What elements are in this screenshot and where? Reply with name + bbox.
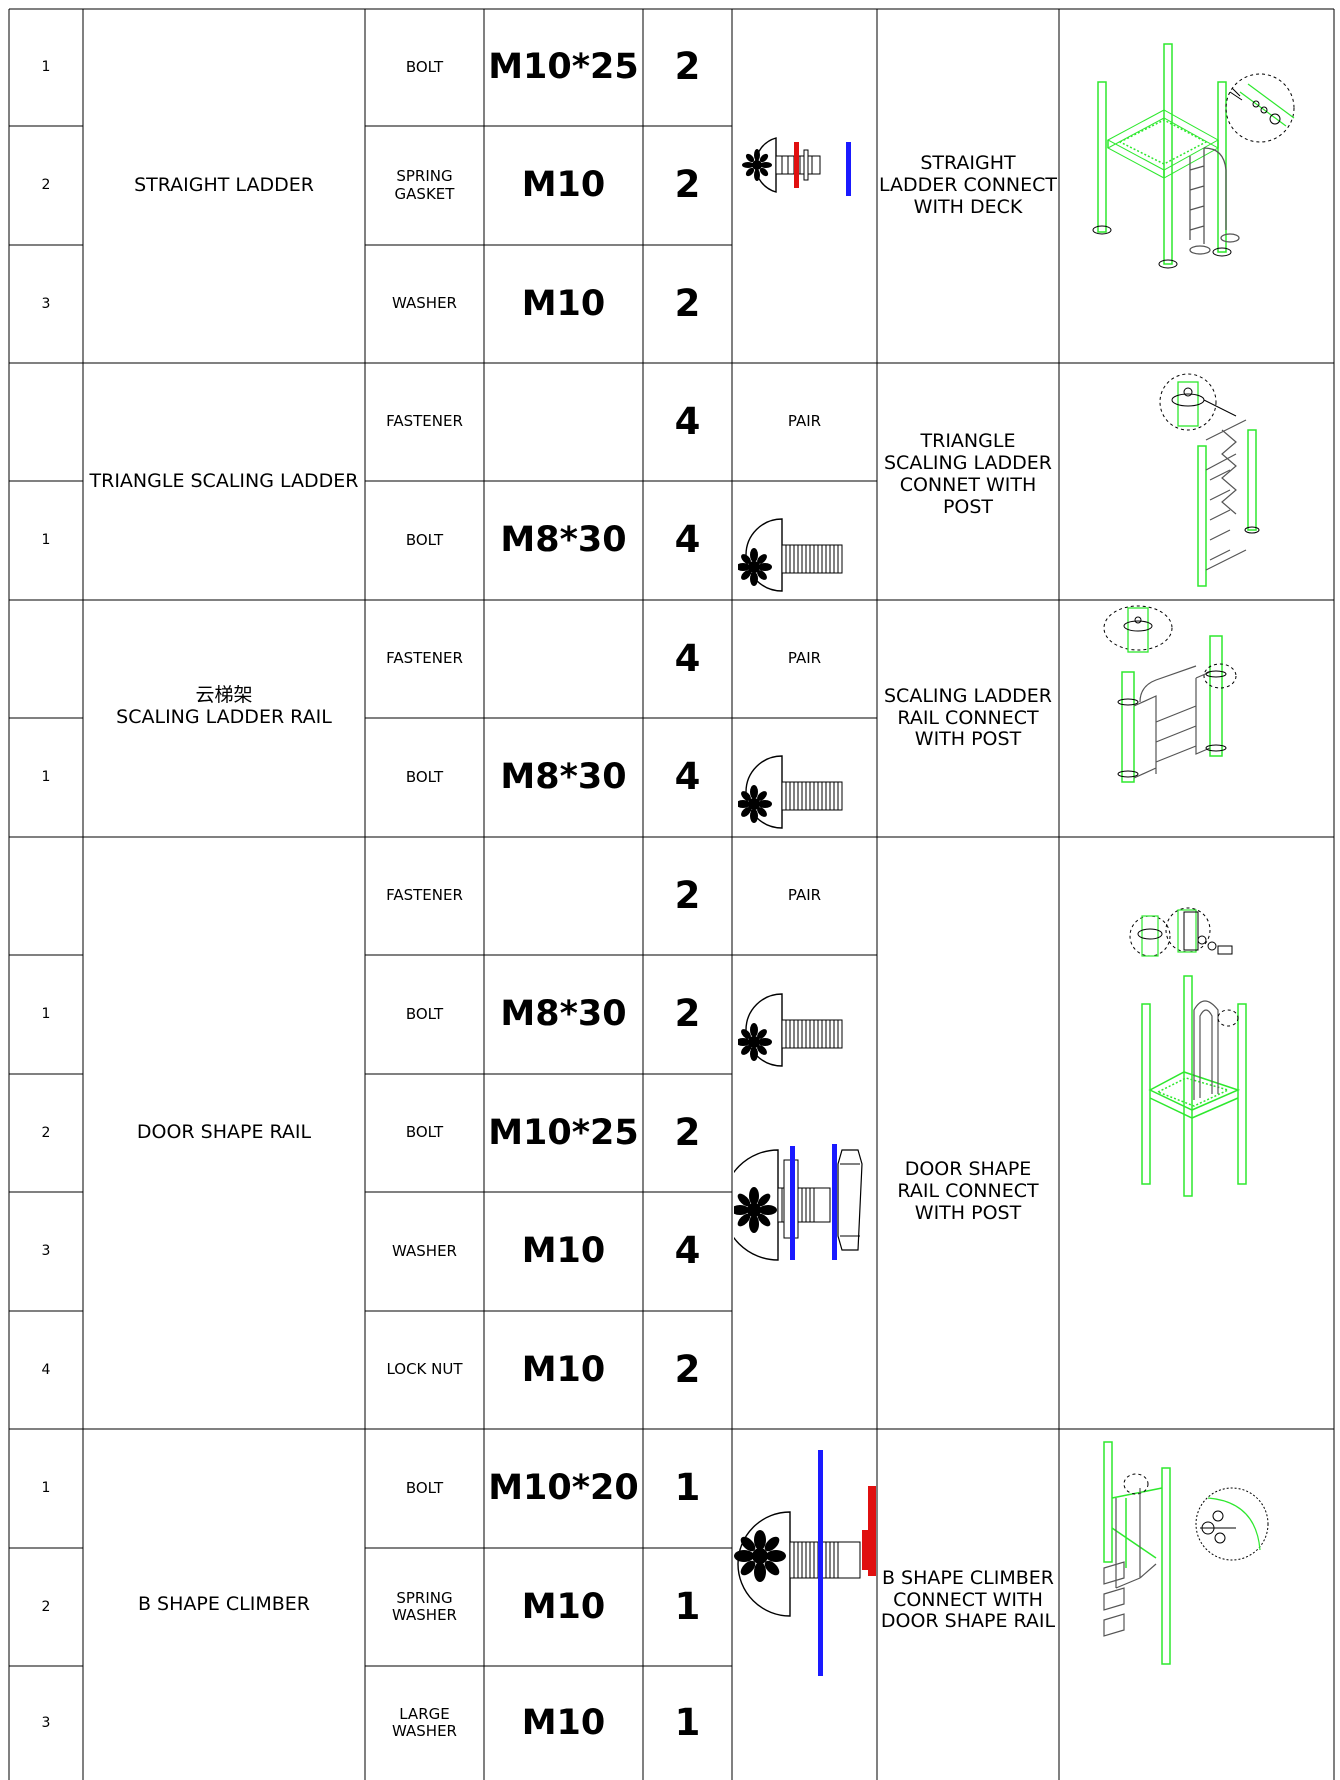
row-number: 1: [41, 769, 51, 786]
row-number: 4: [41, 1361, 51, 1378]
part-quantity: 2: [674, 992, 701, 1036]
part-quantity: 4: [674, 1229, 701, 1273]
connection-description: DOOR SHAPE RAIL CONNECT WITH POST: [897, 1158, 1039, 1224]
part-spec: [484, 837, 643, 955]
part-spec: M10*20: [488, 1468, 639, 1509]
part-name: SPRING GASKET: [394, 167, 455, 203]
assembly-diagram-icon: [1092, 43, 1295, 269]
part-spec: M10: [521, 165, 606, 206]
part-name: BOLT: [405, 1478, 444, 1497]
group-name: TRIANGLE SCALING LADDER: [89, 469, 359, 492]
part-note: PAIR: [787, 412, 822, 430]
part-spec: M10: [521, 1349, 606, 1390]
assembly-diagram-icon: [1159, 373, 1260, 587]
part-name: BOLT: [405, 57, 444, 76]
group-name: DOOR SHAPE RAIL: [136, 1121, 312, 1144]
connection-description: B SHAPE CLIMBER CONNECT WITH DOOR SHAPE …: [880, 1566, 1056, 1633]
part-quantity: 4: [674, 518, 701, 562]
part-quantity: 1: [674, 1584, 701, 1628]
row-number: 2: [41, 1598, 51, 1615]
part-name: WASHER: [392, 294, 457, 313]
row-number: 3: [41, 1714, 51, 1731]
row-number: 1: [41, 59, 51, 76]
group-name: 云梯架 SCALING LADDER RAIL: [116, 683, 332, 728]
part-spec: [484, 600, 643, 718]
row-number: [9, 363, 83, 481]
row-number: 1: [41, 532, 51, 549]
part-spec: M8*30: [500, 994, 627, 1035]
part-name: WASHER: [392, 1241, 457, 1260]
row-number: 2: [41, 1124, 51, 1141]
part-name: FASTENER: [386, 886, 463, 905]
part-quantity: 1: [674, 1700, 701, 1744]
row-number: [9, 600, 83, 718]
part-quantity: 1: [674, 1466, 701, 1510]
part-name: FASTENER: [386, 649, 463, 668]
part-spec: M10: [521, 1231, 606, 1272]
bolt-icon: [738, 993, 843, 1067]
part-name: FASTENER: [386, 412, 463, 431]
part-spec: M10: [521, 283, 606, 324]
part-name: BOLT: [405, 1004, 444, 1023]
bolt-icon: [738, 755, 843, 829]
part-note: PAIR: [787, 649, 822, 668]
part-spec: M8*30: [500, 757, 627, 798]
assembly-diagram-icon: [1129, 907, 1247, 1197]
part-spec: M8*30: [500, 520, 627, 561]
part-name: LOCK NUT: [386, 1360, 463, 1379]
bolt-washer-assembly-icon: [734, 1450, 876, 1676]
part-quantity: 2: [674, 45, 701, 89]
group-name: STRAIGHT LADDER: [134, 174, 314, 197]
part-name: BOLT: [405, 1123, 444, 1142]
part-spec: M10: [521, 1702, 606, 1743]
connection-description: TRIANGLE SCALING LADDER CONNET WITH POST: [884, 430, 1052, 518]
bolt-washer-assembly-icon: [734, 1144, 863, 1261]
part-quantity: 2: [674, 1347, 701, 1391]
part-spec: M10: [521, 1586, 606, 1627]
part-name: SPRING WASHER: [392, 1588, 457, 1624]
row-number: [9, 837, 83, 955]
row-number: 1: [41, 1480, 51, 1497]
bolt-washer-assembly-icon: [742, 137, 851, 196]
bolt-icon: [738, 518, 843, 592]
part-quantity: 2: [674, 873, 701, 917]
part-spec: M10*25: [488, 47, 639, 88]
group-name: B SHAPE CLIMBER: [137, 1592, 310, 1615]
row-number: 2: [41, 177, 51, 194]
part-quantity: 2: [674, 163, 701, 207]
part-name: LARGE WASHER: [392, 1704, 457, 1740]
part-quantity: 2: [674, 281, 701, 325]
part-quantity: 2: [674, 1110, 701, 1154]
part-name: BOLT: [405, 530, 444, 549]
part-name: BOLT: [405, 767, 444, 786]
part-spec: M10*25: [488, 1112, 639, 1153]
part-note: PAIR: [787, 886, 822, 905]
connection-description: STRAIGHT LADDER CONNECT WITH DECK: [878, 152, 1058, 218]
connection-description: SCALING LADDER RAIL CONNECT WITH POST: [884, 684, 1052, 751]
assembly-diagram-icon: [1103, 1441, 1269, 1665]
part-quantity: 4: [674, 636, 701, 680]
assembly-diagram-icon: [1103, 605, 1237, 783]
row-number: 1: [41, 1006, 51, 1023]
row-number: 3: [41, 1243, 51, 1260]
part-spec: [484, 363, 643, 481]
part-quantity: 4: [674, 755, 701, 799]
row-number: 3: [41, 295, 51, 312]
part-quantity: 4: [674, 399, 701, 443]
